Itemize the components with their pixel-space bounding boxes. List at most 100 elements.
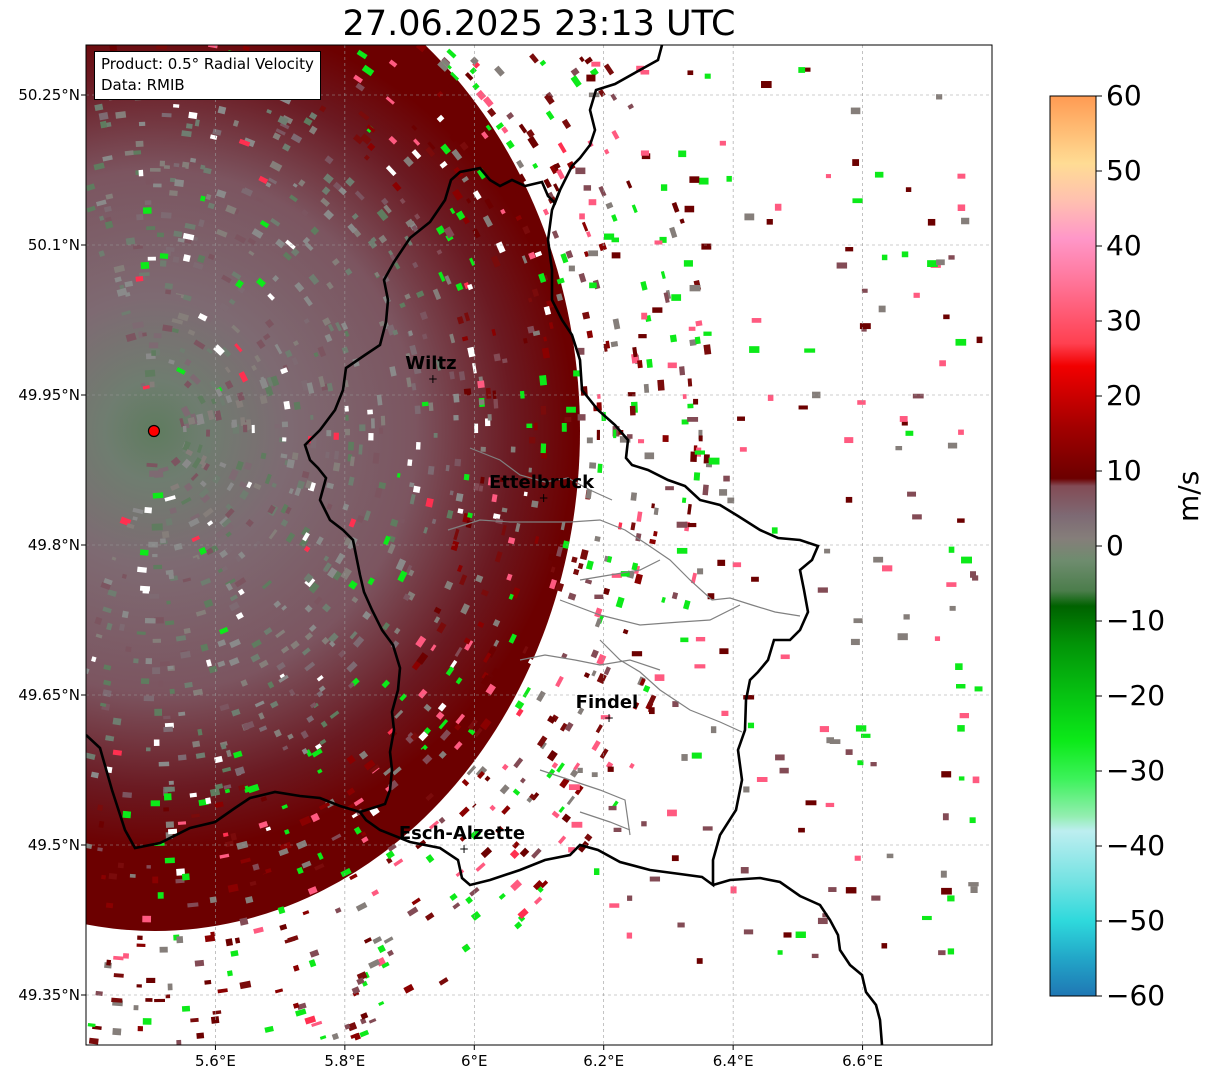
velocity-bin — [221, 766, 232, 773]
velocity-bin — [272, 132, 281, 141]
velocity-bin — [215, 387, 223, 397]
velocity-bin — [323, 555, 330, 562]
velocity-bin — [311, 1020, 323, 1028]
velocity-bin — [235, 399, 244, 409]
velocity-bin — [687, 378, 693, 387]
velocity-bin — [412, 261, 419, 269]
velocity-bin — [589, 67, 599, 77]
velocity-bin — [682, 394, 687, 399]
velocity-bin — [607, 766, 614, 772]
velocity-bin — [531, 288, 540, 298]
velocity-bin — [449, 207, 456, 215]
velocity-bin — [308, 273, 320, 286]
velocity-bin — [940, 870, 947, 878]
velocity-bin — [376, 208, 389, 222]
velocity-bin — [182, 294, 192, 302]
velocity-bin — [505, 139, 515, 150]
velocity-bin — [411, 149, 422, 160]
velocity-bin — [142, 1018, 152, 1025]
velocity-bin — [242, 45, 250, 52]
velocity-bin — [304, 1015, 317, 1025]
velocity-bin — [482, 215, 493, 228]
velocity-bin — [411, 383, 417, 391]
velocity-bin — [251, 228, 264, 239]
velocity-bin — [679, 366, 686, 376]
velocity-bin — [584, 56, 593, 65]
velocity-bin — [230, 950, 239, 957]
velocity-bin — [138, 169, 144, 177]
velocity-bin — [265, 181, 272, 188]
velocity-bin — [406, 377, 412, 388]
velocity-bin — [480, 446, 486, 452]
velocity-bin — [681, 497, 687, 504]
velocity-bin — [495, 825, 504, 835]
velocity-bin — [189, 373, 201, 385]
city-label: Esch-Alzette — [399, 823, 525, 844]
velocity-bin — [275, 238, 286, 249]
velocity-bin — [228, 601, 240, 612]
velocity-bin — [232, 119, 240, 127]
velocity-bin — [526, 129, 535, 138]
colorbar-tick-label: 10 — [1106, 454, 1142, 487]
colorbar-label: m/s — [1172, 470, 1205, 522]
velocity-bin — [218, 302, 230, 313]
velocity-bin — [133, 1005, 139, 1011]
velocity-bin — [177, 312, 190, 322]
velocity-bin — [671, 294, 682, 301]
velocity-bin — [586, 330, 594, 339]
velocity-bin — [98, 820, 105, 828]
velocity-bin — [527, 297, 533, 303]
velocity-bin — [291, 357, 299, 366]
velocity-bin — [481, 671, 489, 680]
velocity-bin — [506, 573, 513, 581]
velocity-bin — [517, 173, 527, 184]
velocity-bin — [602, 587, 611, 596]
velocity-bin — [751, 576, 759, 582]
velocity-bin — [379, 427, 384, 434]
velocity-bin — [219, 397, 226, 407]
velocity-bin — [144, 369, 156, 378]
velocity-bin — [557, 142, 567, 154]
velocity-bin — [256, 869, 267, 876]
velocity-bin — [459, 835, 467, 842]
velocity-bin — [577, 707, 585, 715]
velocity-bin — [217, 105, 227, 115]
velocity-bin — [368, 433, 374, 441]
velocity-bin — [454, 458, 462, 467]
velocity-bin — [622, 628, 629, 635]
velocity-bin — [543, 178, 552, 189]
velocity-bin — [279, 923, 288, 931]
velocity-bin — [694, 336, 701, 345]
velocity-bin — [158, 761, 170, 767]
velocity-bin — [653, 507, 659, 516]
velocity-bin — [853, 618, 863, 624]
velocity-bin — [351, 986, 361, 995]
lat-tick-label: 49.8°N — [27, 536, 80, 554]
velocity-bin — [149, 381, 155, 388]
velocity-bin — [695, 320, 703, 327]
velocity-bin — [565, 250, 574, 259]
velocity-bin — [433, 616, 441, 624]
velocity-bin — [136, 631, 146, 636]
velocity-bin — [850, 638, 860, 646]
velocity-bin — [243, 785, 250, 793]
velocity-bin — [942, 813, 949, 821]
velocity-bin — [172, 256, 180, 263]
velocity-bin — [579, 549, 589, 561]
velocity-bin — [698, 435, 703, 442]
velocity-bin — [476, 168, 488, 180]
velocity-bin — [231, 271, 242, 280]
velocity-bin — [493, 353, 501, 362]
velocity-bin — [541, 347, 551, 359]
velocity-bin — [449, 659, 458, 669]
velocity-bin — [295, 1008, 307, 1017]
velocity-bin — [234, 233, 247, 244]
velocity-bin — [275, 128, 286, 136]
velocity-bin — [467, 283, 474, 291]
velocity-bin — [600, 715, 611, 720]
velocity-bin — [455, 210, 466, 221]
velocity-bin — [347, 681, 355, 689]
velocity-bin — [559, 722, 568, 732]
velocity-bin — [394, 709, 404, 719]
velocity-bin — [485, 124, 492, 131]
